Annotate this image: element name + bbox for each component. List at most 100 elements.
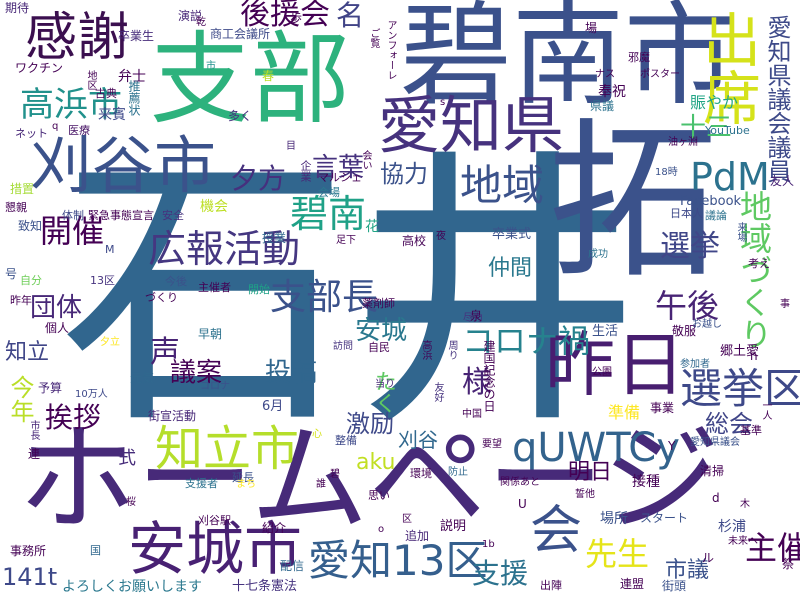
word: 県議 [590, 99, 615, 113]
word: 関係 [500, 477, 520, 488]
word: 古典 [95, 87, 117, 100]
word: 延長 [232, 471, 254, 484]
word: 地域づくり [735, 190, 773, 350]
word: 思い [368, 489, 390, 502]
word: 個人 [45, 321, 70, 335]
word: 総会 [705, 410, 753, 438]
word: 考え [748, 257, 770, 270]
word: 措置 [10, 182, 35, 196]
word: 国 [90, 544, 101, 557]
word: 10万人 [75, 389, 108, 400]
word: 公園 [592, 367, 612, 378]
word: 碧南市 [400, 0, 736, 121]
word: 式 [118, 448, 136, 469]
word: 刈谷駅 [198, 514, 231, 527]
word: 準備 [608, 403, 641, 422]
word: 十七条憲法 [232, 579, 298, 594]
word: 夜 [436, 231, 446, 242]
word: 事 [780, 299, 790, 310]
word: 基準 [740, 424, 762, 437]
word: 訪問 [333, 341, 353, 352]
word: たく [371, 370, 396, 414]
word: 歩 [290, 11, 303, 25]
word: 議論 [705, 209, 727, 222]
word: 防止 [448, 467, 468, 478]
word: 明日 [568, 460, 613, 485]
word: 会 [530, 501, 583, 561]
word: 目 [286, 141, 296, 152]
word: 拓 [548, 104, 719, 302]
word: 出陣 [540, 579, 562, 592]
word: 愛知13区 [308, 536, 488, 585]
word: 支部長 [270, 277, 379, 318]
word: アンフォーレ [385, 20, 396, 80]
word: 花 [365, 219, 379, 235]
word: YouTube [705, 124, 750, 137]
word: 敬服 [672, 324, 697, 338]
word: 声 [150, 335, 180, 370]
word: 地区 [85, 70, 96, 90]
word: 追加 [405, 529, 430, 543]
word: 多く [228, 109, 253, 123]
word: お越し [692, 319, 722, 330]
word: 環境 [410, 467, 432, 480]
word: 選挙区 [680, 364, 800, 413]
word: ご覧 [368, 28, 379, 48]
word: 商工会議所 [210, 27, 271, 41]
word: 未来へ [728, 536, 758, 547]
word: 支援 [472, 557, 529, 590]
word: 配信 [280, 559, 305, 573]
word: 弁士 [118, 69, 146, 85]
word: 支部 [150, 21, 350, 138]
word: 卒業式 [492, 227, 532, 242]
word: 油ヶ淵 [668, 137, 698, 148]
word: 周り [446, 340, 457, 360]
word: 今年 [6, 375, 34, 423]
word: ル [702, 551, 715, 565]
word: 高校 [402, 234, 427, 248]
word: 致知 [18, 219, 43, 233]
word: 出席 [693, 10, 761, 126]
word: 卒業生 [118, 29, 155, 43]
word: 号 [5, 267, 18, 281]
word: 参加者 [680, 359, 710, 370]
word: 接種 [632, 474, 660, 490]
word: s [440, 97, 446, 108]
word: 刈谷市 [30, 129, 217, 202]
word: まち [236, 479, 256, 490]
word: 木 [740, 499, 750, 510]
word: 先生 [585, 535, 650, 573]
word: 会場 [318, 186, 340, 199]
word: 賑やか [690, 93, 739, 112]
word: 6月 [262, 399, 284, 414]
word: 事業 [650, 401, 675, 415]
word: 足下 [336, 235, 356, 246]
word: 碧南 [290, 192, 367, 236]
word: 場 [585, 21, 598, 35]
word: qUWTCy [512, 425, 680, 471]
word: 広報活動 [148, 227, 301, 271]
word: ナス [595, 69, 615, 80]
word: 場所 [600, 511, 628, 527]
word: d [712, 491, 720, 505]
word: 来場 [735, 222, 746, 242]
word: 乾 [196, 17, 206, 28]
word: 知立市 [155, 421, 300, 477]
word: 成功 [588, 249, 608, 260]
word: 一人 [760, 400, 771, 420]
word: 杉浦 [718, 519, 746, 535]
word: 推薦状 [127, 80, 141, 116]
word: 街頭 [662, 579, 687, 593]
word: 授業 [262, 231, 287, 245]
word: 邪魔 [628, 51, 650, 64]
word: 早朝 [198, 327, 223, 341]
word: aku [356, 450, 396, 475]
word: 事務所 [10, 544, 47, 558]
word: 誓他 [575, 489, 595, 500]
word: 知立 [5, 340, 50, 365]
word: 元気 [130, 371, 155, 385]
word: 開催 [40, 212, 105, 250]
word: 開始 [248, 283, 270, 296]
word: マルシェ [318, 171, 362, 184]
word: 団体 [30, 293, 83, 323]
